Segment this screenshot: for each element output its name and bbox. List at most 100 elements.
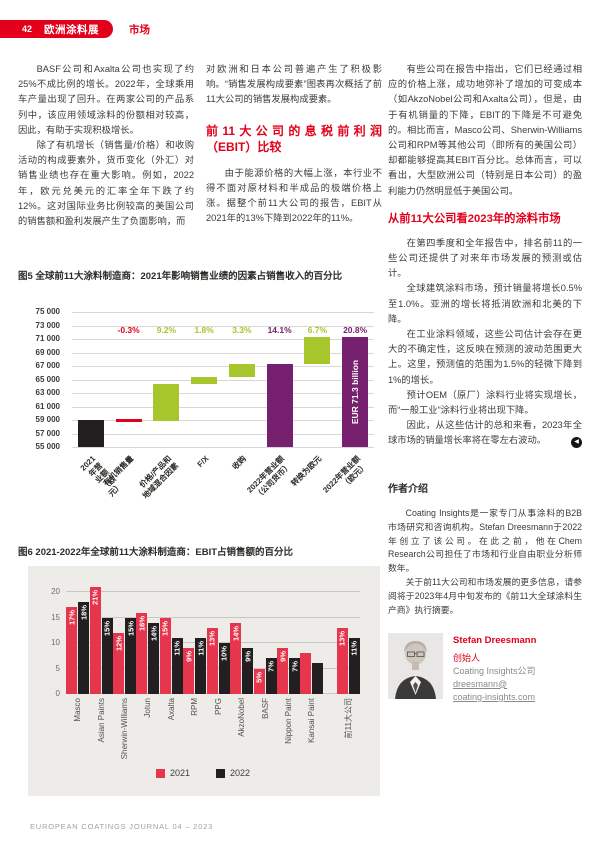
pct-label: 14.1% <box>267 325 292 335</box>
x-axis-label: Masco <box>66 698 89 762</box>
figure6-legend: 2021 2022 <box>40 768 366 778</box>
group-spacer <box>324 698 337 762</box>
bar-value-label: 15% <box>102 620 112 636</box>
y-axis-tick-label: 0 <box>55 689 60 698</box>
y-axis-tick-label: 10 <box>51 638 60 648</box>
figure6-bar-chart: 0 5 10 15 20 17% 18% 21% 15% 12% 15% 16% 14% 15% 11% 9%… <box>28 566 380 796</box>
figure5-waterfall-chart: 75 000 73 000 71 000 69 000 67 000 65 000 63 0… <box>18 307 382 526</box>
figure5-caption: 图5 全球前11大涂料制造商：2021年影响销售业绩的因素占销售收入的百分比 <box>18 271 343 282</box>
y-axis-tick-label: 61 000 <box>35 401 60 411</box>
x-axis-label: Kansai Paint <box>300 698 323 762</box>
bar-value-label: 7% <box>290 661 299 673</box>
grid-line <box>72 393 374 394</box>
x-axis-label-text: Kansai Paint <box>307 698 317 743</box>
bar-group: 16% 14% <box>136 612 160 694</box>
bar: 18% <box>78 602 90 694</box>
author-email-domain[interactable]: coating-insights.com <box>453 691 536 702</box>
x-axis-label: 价格/产品和 地域混合因素 <box>137 454 180 501</box>
bar: 21% <box>89 587 101 694</box>
paragraph: Coating Insights是一家专门从事涂料的B2B市场研究和咨询机构。S… <box>388 508 582 574</box>
author-photo <box>388 633 443 704</box>
bar: 9% <box>277 648 288 694</box>
y-axis-tick-label: 20 <box>51 587 60 597</box>
author-role: 创始人 <box>453 652 481 663</box>
bar-value-label: 11% <box>349 641 359 656</box>
bar-value-label: 17% <box>67 610 77 626</box>
bar-group: 17% 18% <box>66 602 90 694</box>
waterfall-bar <box>228 363 255 378</box>
x-axis-label-text: RPM <box>190 698 200 716</box>
bar: 15% <box>125 617 137 694</box>
y-axis-tick-label: 73 000 <box>35 320 60 330</box>
legend-item: 2022 <box>216 768 250 778</box>
grid-line <box>66 591 360 593</box>
author-company: Coating Insights公司 <box>453 665 536 676</box>
waterfall-bar <box>266 363 293 447</box>
paragraph: 除了有机增长（销售量/价格）和收购活动的构成要素外，货币变化（外汇）对销售业绩也… <box>18 140 194 227</box>
waterfall-bar <box>115 419 142 422</box>
grid-line <box>72 379 374 381</box>
end-of-article-row: ◀ <box>388 435 582 450</box>
article-columns: BASF公司和Axalta公司也实现了约25%不成比例的增长。2022年，全球乘… <box>18 62 382 229</box>
figure5-plot-area: 2021年营业额 （欧元） -0.3% 有机销售量 9.2% 价格/产品和 地域混合因素… <box>72 312 374 500</box>
bar-value-label: 14% <box>231 625 241 641</box>
figure5-y-axis: 75 000 73 000 71 000 69 000 67 000 65 000 63 0… <box>18 307 64 451</box>
pct-label: 1.8% <box>194 325 214 335</box>
bar: 16% <box>136 612 148 694</box>
bar-value-label: 11% <box>196 641 206 656</box>
bar-value-label: 14% <box>149 625 159 641</box>
x-axis-label: BASF <box>253 698 276 762</box>
x-axis-label: RPM <box>183 698 206 762</box>
pct-label: 9.2% <box>156 325 177 335</box>
grid-line <box>72 352 374 354</box>
y-axis-tick-label: 15 <box>51 612 60 622</box>
bar: 17% <box>66 607 78 694</box>
x-axis-label-text: Jotun <box>143 698 153 718</box>
bar: 15% <box>159 617 171 694</box>
column-3: 有些公司在报告中指出，它们已经通过相应的价格上涨，成功地弥补了增加的可变成本（如… <box>388 62 582 705</box>
grid-line <box>72 433 374 435</box>
x-axis-label: 收购 <box>230 454 249 472</box>
author-paragraphs: Coating Insights是一家专门从事涂料的B2B市场研究和咨询机构。S… <box>388 507 582 617</box>
bar-value-label: 13% <box>207 630 217 646</box>
author-card: Stefan Dreesmann 创始人 Coating Insights公司 … <box>388 633 582 704</box>
bar-value-label: 15% <box>126 620 136 636</box>
x-axis-label-text: Asian Paints <box>96 698 106 743</box>
x-axis-label-text: BASF <box>260 698 270 719</box>
bar <box>300 653 312 694</box>
bar-group: 9% 11% <box>183 638 207 694</box>
bar-group: 12% 15% <box>113 617 137 694</box>
y-axis-tick-label: 63 000 <box>35 388 60 397</box>
bar: 7% <box>265 658 277 694</box>
y-axis-tick-label: 69 000 <box>35 347 60 357</box>
page-number: 42 <box>22 24 33 34</box>
pct-label: 20.8% <box>343 325 368 335</box>
pct-label: 3.3% <box>232 325 252 335</box>
y-axis-tick-label: 75 000 <box>35 307 60 316</box>
bar-value-label: 18% <box>79 605 89 621</box>
paragraph: 全球建筑涂料市场，预计销量将增长0.5%至1.0%。亚洲的增长将抵消欧洲和北美的… <box>388 283 582 324</box>
grid-line <box>72 312 374 313</box>
x-axis-label-text: 前11大公司 <box>343 698 353 739</box>
paragraph: 因此，从这些估计的总和来看，2023年全球市场的销量增长率将在零左右波动。 <box>388 420 582 446</box>
bar-inner-label: EUR 71.3 billion <box>350 359 361 425</box>
x-axis-label-text: Axalta <box>166 698 176 721</box>
bar-value-label: 5% <box>254 671 264 683</box>
y-axis-tick-label: 59 000 <box>35 415 60 424</box>
pct-label: 6.7% <box>307 325 328 335</box>
bar: 13% <box>206 627 218 694</box>
page-footer: EUROPEAN COATINGS JOURNAL 04 – 2023 <box>30 822 214 831</box>
bar-value-label: 12% <box>114 635 124 651</box>
bar: 12% <box>113 632 125 694</box>
bar-value-label: 10% <box>219 646 229 662</box>
author-info: Stefan Dreesmann 创始人 Coating Insights公司 … <box>453 633 536 704</box>
bar-group: 13% 11% <box>336 627 360 694</box>
page-header: 42 欧洲涂料展 市场 <box>0 20 150 38</box>
y-axis-tick-label: 57 000 <box>35 428 60 438</box>
column-1: BASF公司和Axalta公司也实现了约25%不成比例的增长。2022年，全球乘… <box>18 62 194 229</box>
paragraph: 有些公司在报告中指出，它们已经通过相应的价格上涨，成功地弥补了增加的可变成本（如… <box>388 64 582 196</box>
author-email-user[interactable]: dreesmann@ <box>453 678 508 689</box>
x-axis-label-text: PPG <box>213 698 223 715</box>
x-axis-label-text: AkzoNobel <box>237 698 247 737</box>
